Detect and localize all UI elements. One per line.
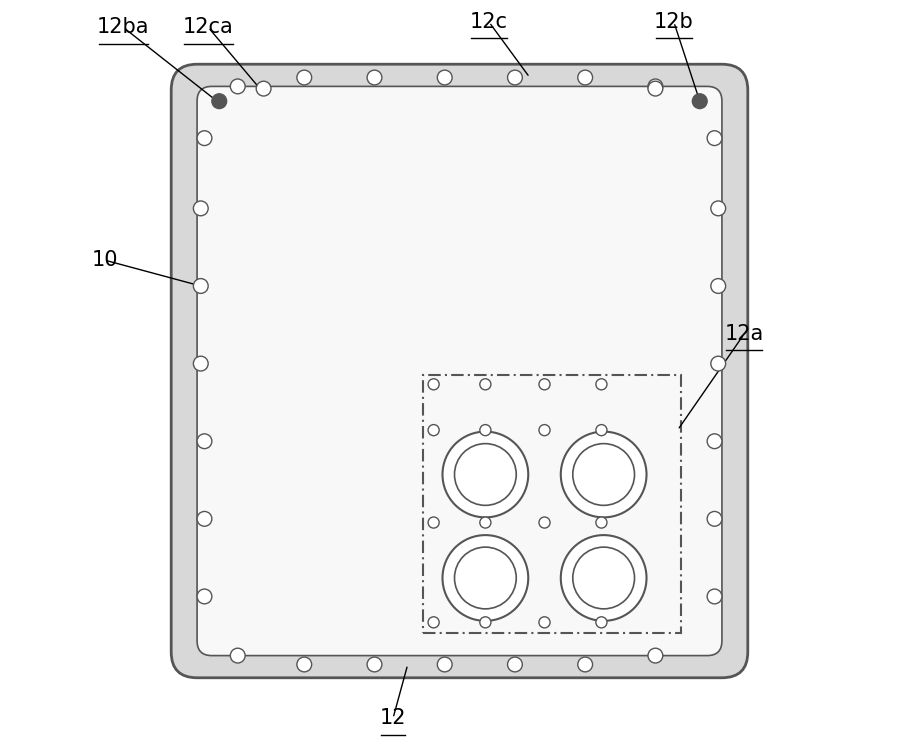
Circle shape (539, 378, 550, 390)
Circle shape (193, 201, 209, 216)
Circle shape (455, 547, 516, 609)
Circle shape (507, 657, 522, 672)
Circle shape (297, 70, 312, 85)
Bar (423, 375, 681, 634)
Circle shape (437, 657, 452, 672)
Circle shape (578, 70, 593, 85)
Circle shape (596, 378, 607, 390)
Circle shape (442, 432, 528, 517)
Circle shape (561, 432, 647, 517)
FancyBboxPatch shape (171, 65, 748, 677)
Circle shape (539, 424, 550, 436)
Circle shape (596, 617, 607, 628)
Circle shape (573, 444, 634, 505)
Circle shape (539, 517, 550, 528)
Circle shape (573, 547, 634, 609)
Circle shape (212, 93, 227, 108)
Circle shape (707, 131, 722, 145)
Circle shape (437, 70, 452, 85)
Circle shape (561, 535, 647, 621)
Circle shape (648, 79, 663, 93)
Circle shape (193, 278, 209, 293)
Text: 12ca: 12ca (183, 17, 233, 37)
Circle shape (707, 434, 722, 449)
Circle shape (428, 517, 439, 528)
Text: 12ba: 12ba (96, 17, 150, 37)
Circle shape (231, 79, 245, 93)
Circle shape (596, 424, 607, 436)
Circle shape (193, 356, 209, 371)
Text: 12b: 12b (654, 12, 694, 32)
Circle shape (367, 70, 382, 85)
Circle shape (442, 535, 528, 621)
Circle shape (596, 517, 607, 528)
Circle shape (428, 378, 439, 390)
Circle shape (197, 589, 212, 604)
Circle shape (710, 201, 726, 216)
Circle shape (710, 356, 726, 371)
Circle shape (480, 424, 491, 436)
Circle shape (539, 617, 550, 628)
Circle shape (480, 617, 491, 628)
Circle shape (197, 131, 212, 145)
Circle shape (578, 657, 593, 672)
Circle shape (648, 81, 663, 96)
Circle shape (297, 657, 312, 672)
Circle shape (428, 617, 439, 628)
Circle shape (648, 649, 663, 663)
Circle shape (428, 424, 439, 436)
Circle shape (256, 81, 271, 96)
Circle shape (455, 444, 516, 505)
Circle shape (197, 511, 212, 526)
FancyBboxPatch shape (197, 86, 722, 656)
Text: 12: 12 (380, 709, 406, 729)
Circle shape (710, 278, 726, 293)
Text: 10: 10 (91, 250, 118, 270)
Circle shape (480, 378, 491, 390)
Circle shape (367, 657, 382, 672)
Circle shape (197, 434, 212, 449)
Circle shape (480, 517, 491, 528)
Text: 12c: 12c (471, 12, 508, 32)
Circle shape (692, 93, 707, 108)
Circle shape (231, 649, 245, 663)
Circle shape (707, 511, 722, 526)
Circle shape (507, 70, 522, 85)
Text: 12a: 12a (724, 324, 764, 344)
Circle shape (707, 589, 722, 604)
